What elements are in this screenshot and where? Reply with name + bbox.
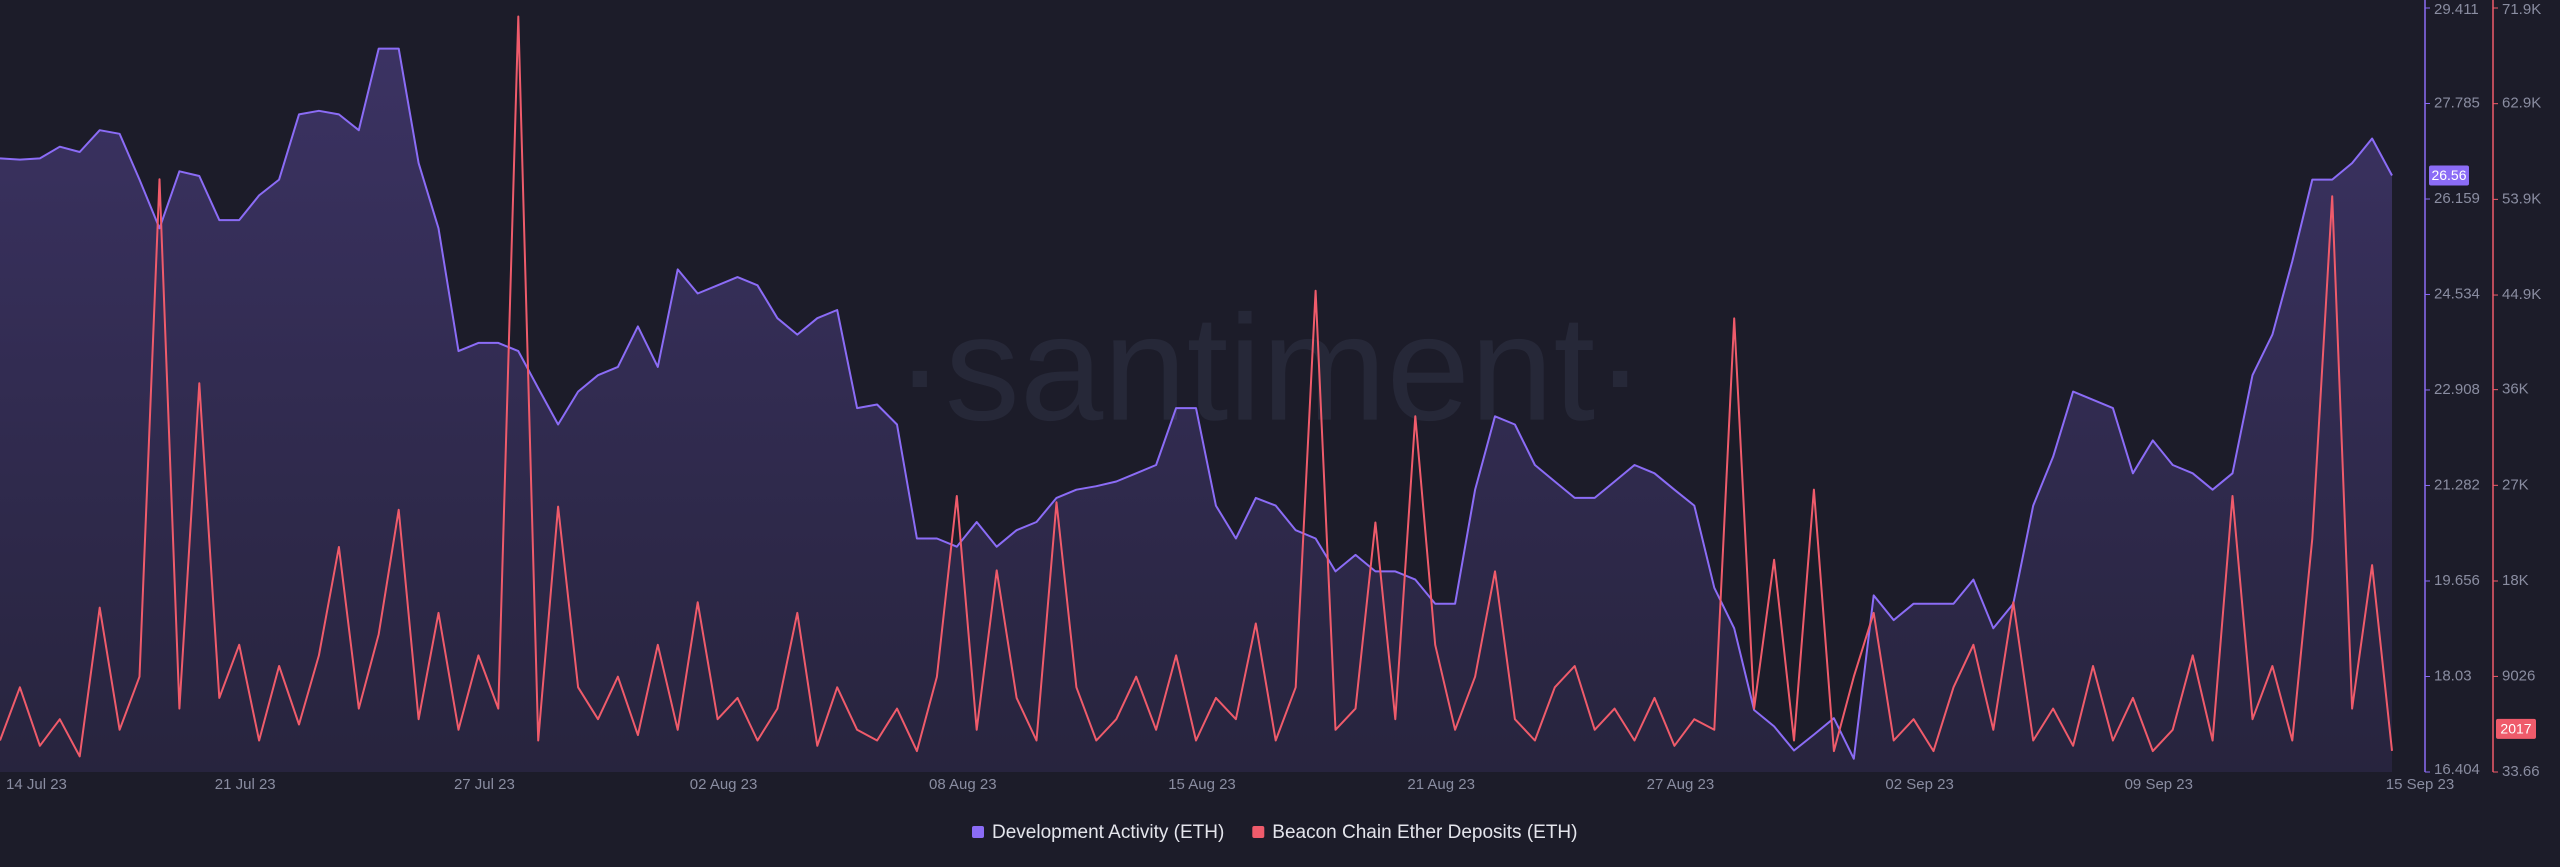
y-tick-label: 16.404 [2434, 761, 2480, 778]
x-tick-label: 15 Sep 23 [2386, 776, 2454, 793]
y-tick-label: 26.159 [2434, 190, 2480, 207]
legend-swatch [972, 826, 984, 838]
value-badge-label: 26.56 [2431, 167, 2466, 183]
watermark: ·santiment· [895, 284, 1645, 452]
y-tick-label: 18.03 [2434, 667, 2472, 684]
y-tick-label: 27.785 [2434, 94, 2480, 111]
value-badge-label: 2017 [2500, 721, 2531, 737]
value-badge [2429, 165, 2469, 186]
line [0, 47, 2393, 760]
y2-tick-label: 27K [2502, 476, 2529, 493]
y2-tick-label: 53.9K [2502, 190, 2541, 207]
y-tick-label: 22.908 [2434, 381, 2480, 398]
x-tick-label: 08 Aug 23 [929, 776, 997, 793]
value-badge [2496, 718, 2536, 739]
x-tick-label: 02 Sep 23 [1885, 776, 1953, 793]
y2-tick-label: 9026 [2502, 667, 2535, 684]
x-tick-label: 27 Jul 23 [454, 776, 515, 793]
legend-label: Development Activity (ETH) [992, 822, 1224, 843]
y2-tick-label: 71.9K [2502, 1, 2541, 18]
x-tick-label: 15 Aug 23 [1168, 776, 1236, 793]
x-tick-label: 02 Aug 23 [690, 776, 758, 793]
legend-swatch [1252, 826, 1265, 838]
x-tick-label: 21 Aug 23 [1407, 776, 1475, 793]
y2-tick-label: 18K [2502, 572, 2529, 589]
y-tick-label: 29.411 [2434, 1, 2479, 18]
legend-label: Beacon Chain Ether Deposits (ETH) [1272, 822, 1577, 843]
x-tick-label: 21 Jul 23 [215, 776, 276, 793]
y-tick-label: 21.282 [2434, 476, 2480, 493]
legend: Development Activity (ETH) Beacon Chain E… [972, 822, 1577, 843]
y2-tick-label: 36K [2502, 381, 2529, 398]
y-tick-label: 19.656 [2434, 572, 2480, 589]
x-tick-label: 27 Aug 23 [1647, 776, 1715, 793]
y2-tick-label: 44.9K [2502, 286, 2541, 303]
line [0, 15, 2393, 758]
y2-tick-label: 33.66 [2502, 763, 2540, 780]
y2-tick-label: 62.9K [2502, 95, 2541, 112]
y-tick-label: 24.534 [2434, 285, 2480, 302]
x-tick-label: 09 Sep 23 [2125, 776, 2193, 793]
x-tick-label: 14 Jul 23 [6, 776, 67, 793]
